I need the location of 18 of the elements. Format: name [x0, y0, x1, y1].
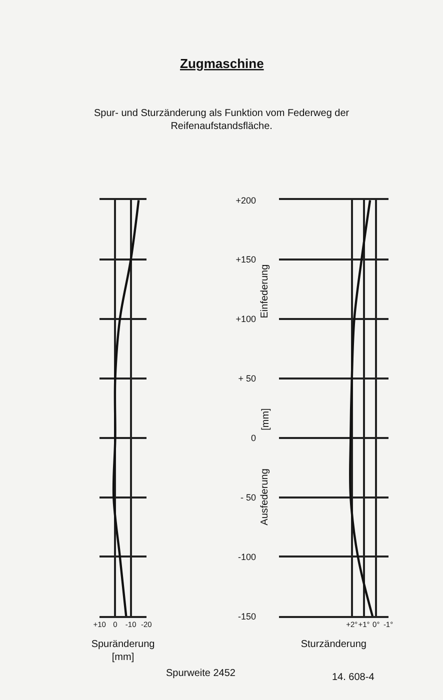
x-axis-title: Sturzänderung	[300, 638, 366, 650]
text: Spurweite 2452	[166, 668, 236, 679]
y-tick-label: +150	[236, 254, 256, 265]
y-tick-label: + 50	[238, 374, 256, 384]
text: Zugmaschine	[180, 56, 264, 71]
text: 14. 608-4	[332, 672, 375, 683]
text: Spur- und Sturzänderung als Funktion vom Federweg der Reifenaufstandsfläche.	[94, 108, 350, 132]
line-series	[348, 200, 374, 616]
text: Einfederung	[260, 264, 271, 318]
y-tick-label: +200	[236, 195, 256, 206]
y-tick-label: -100	[238, 552, 256, 562]
y-tick-label: 0	[251, 433, 256, 444]
y-axis-title: [mm]	[260, 408, 272, 430]
text: Ausfederung	[259, 468, 270, 526]
x-axis-title: Spuränderung [mm]	[91, 638, 155, 663]
y-tick-label: - 50	[240, 492, 256, 502]
y-tick-label: +100	[236, 314, 256, 324]
y-tick-label: -150	[238, 611, 256, 622]
